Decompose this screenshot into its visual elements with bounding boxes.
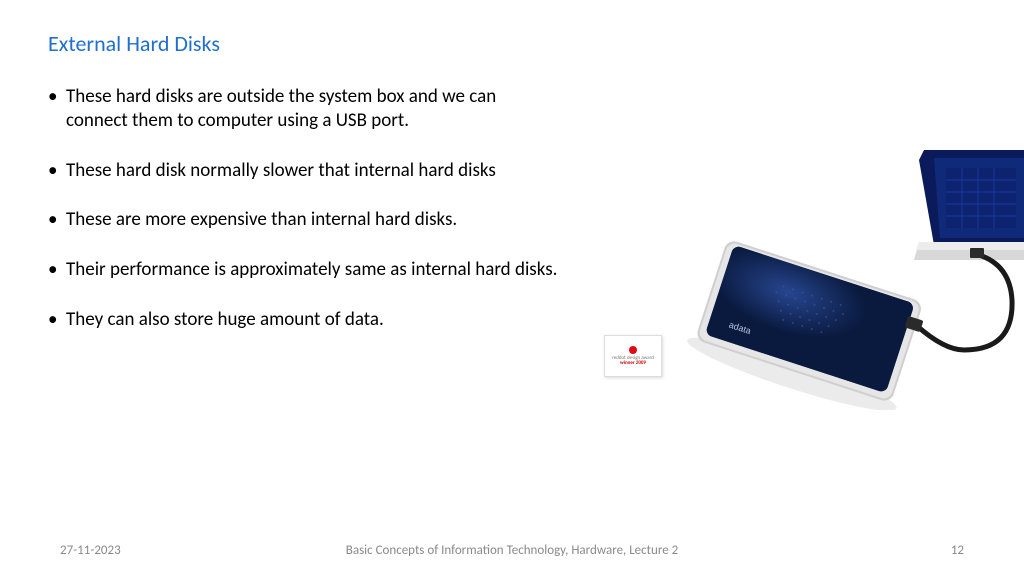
slide-title: External Hard Disks	[48, 30, 976, 57]
bullet-list: These hard disks are outside the system …	[48, 85, 558, 358]
badge-line2: winner 2009	[620, 361, 646, 367]
bullet-item: Their performance is approximately same …	[48, 258, 558, 282]
bullet-item: These are more expensive than internal h…	[48, 208, 558, 232]
footer-title: Basic Concepts of Information Technology…	[346, 543, 678, 558]
slide: External Hard Disks These hard disks are…	[0, 0, 1024, 576]
bullet-item: They can also store huge amount of data.	[48, 308, 558, 332]
illustration-external-hdd: adata reddot design award winner 2009	[584, 150, 1024, 410]
footer-page-number: 12	[951, 543, 964, 558]
reddot-icon	[629, 346, 637, 354]
award-badge: reddot design award winner 2009	[604, 335, 662, 377]
footer-date: 27-11-2023	[60, 543, 121, 558]
bullet-item: These hard disk normally slower that int…	[48, 159, 558, 183]
bullet-item: These hard disks are outside the system …	[48, 85, 558, 133]
slide-footer: 27-11-2023 Basic Concepts of Information…	[0, 543, 1024, 558]
